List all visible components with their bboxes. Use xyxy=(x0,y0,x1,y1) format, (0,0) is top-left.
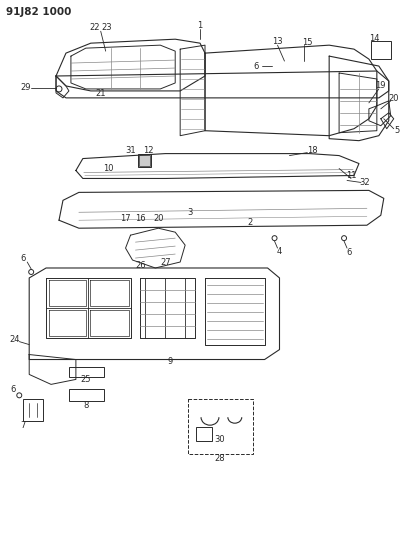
Text: 6: 6 xyxy=(21,254,26,263)
Text: 29: 29 xyxy=(20,84,30,92)
Text: 28: 28 xyxy=(215,455,225,464)
Text: 2: 2 xyxy=(247,218,252,227)
Text: 9: 9 xyxy=(168,357,173,366)
Bar xyxy=(196,427,212,441)
Text: 30: 30 xyxy=(215,434,225,443)
Text: 6: 6 xyxy=(11,385,16,394)
Text: 16: 16 xyxy=(135,214,146,223)
Text: 19: 19 xyxy=(376,82,386,91)
Bar xyxy=(69,367,104,377)
Text: 11: 11 xyxy=(346,171,356,180)
Text: 14: 14 xyxy=(369,34,379,43)
Bar xyxy=(69,389,104,401)
Text: 4: 4 xyxy=(277,247,282,256)
Text: 6: 6 xyxy=(253,61,258,70)
Text: 3: 3 xyxy=(187,208,193,217)
Bar xyxy=(371,41,391,59)
Text: 24: 24 xyxy=(9,335,19,344)
Text: 18: 18 xyxy=(307,146,318,155)
Text: 23: 23 xyxy=(101,23,112,32)
Text: 27: 27 xyxy=(160,257,171,266)
Text: 17: 17 xyxy=(120,214,131,223)
Text: 22: 22 xyxy=(89,23,100,32)
Text: 31: 31 xyxy=(125,146,136,155)
Bar xyxy=(188,399,253,454)
Text: 6: 6 xyxy=(346,247,352,256)
Text: 91J82 1000: 91J82 1000 xyxy=(6,7,72,18)
Text: 8: 8 xyxy=(83,401,89,410)
Bar xyxy=(138,154,151,166)
Bar xyxy=(23,399,43,421)
Text: 32: 32 xyxy=(360,178,370,187)
Text: 25: 25 xyxy=(81,375,91,384)
Text: 26: 26 xyxy=(135,261,146,270)
Text: 20: 20 xyxy=(389,94,399,103)
Bar xyxy=(139,155,150,166)
Text: 20: 20 xyxy=(153,214,164,223)
Text: 7: 7 xyxy=(21,421,26,430)
Text: 5: 5 xyxy=(394,126,399,135)
Text: 21: 21 xyxy=(96,90,106,99)
Text: 1: 1 xyxy=(197,21,203,30)
Text: 12: 12 xyxy=(143,146,154,155)
Text: 13: 13 xyxy=(272,37,283,46)
Text: 15: 15 xyxy=(302,38,313,47)
Text: 10: 10 xyxy=(103,164,114,173)
